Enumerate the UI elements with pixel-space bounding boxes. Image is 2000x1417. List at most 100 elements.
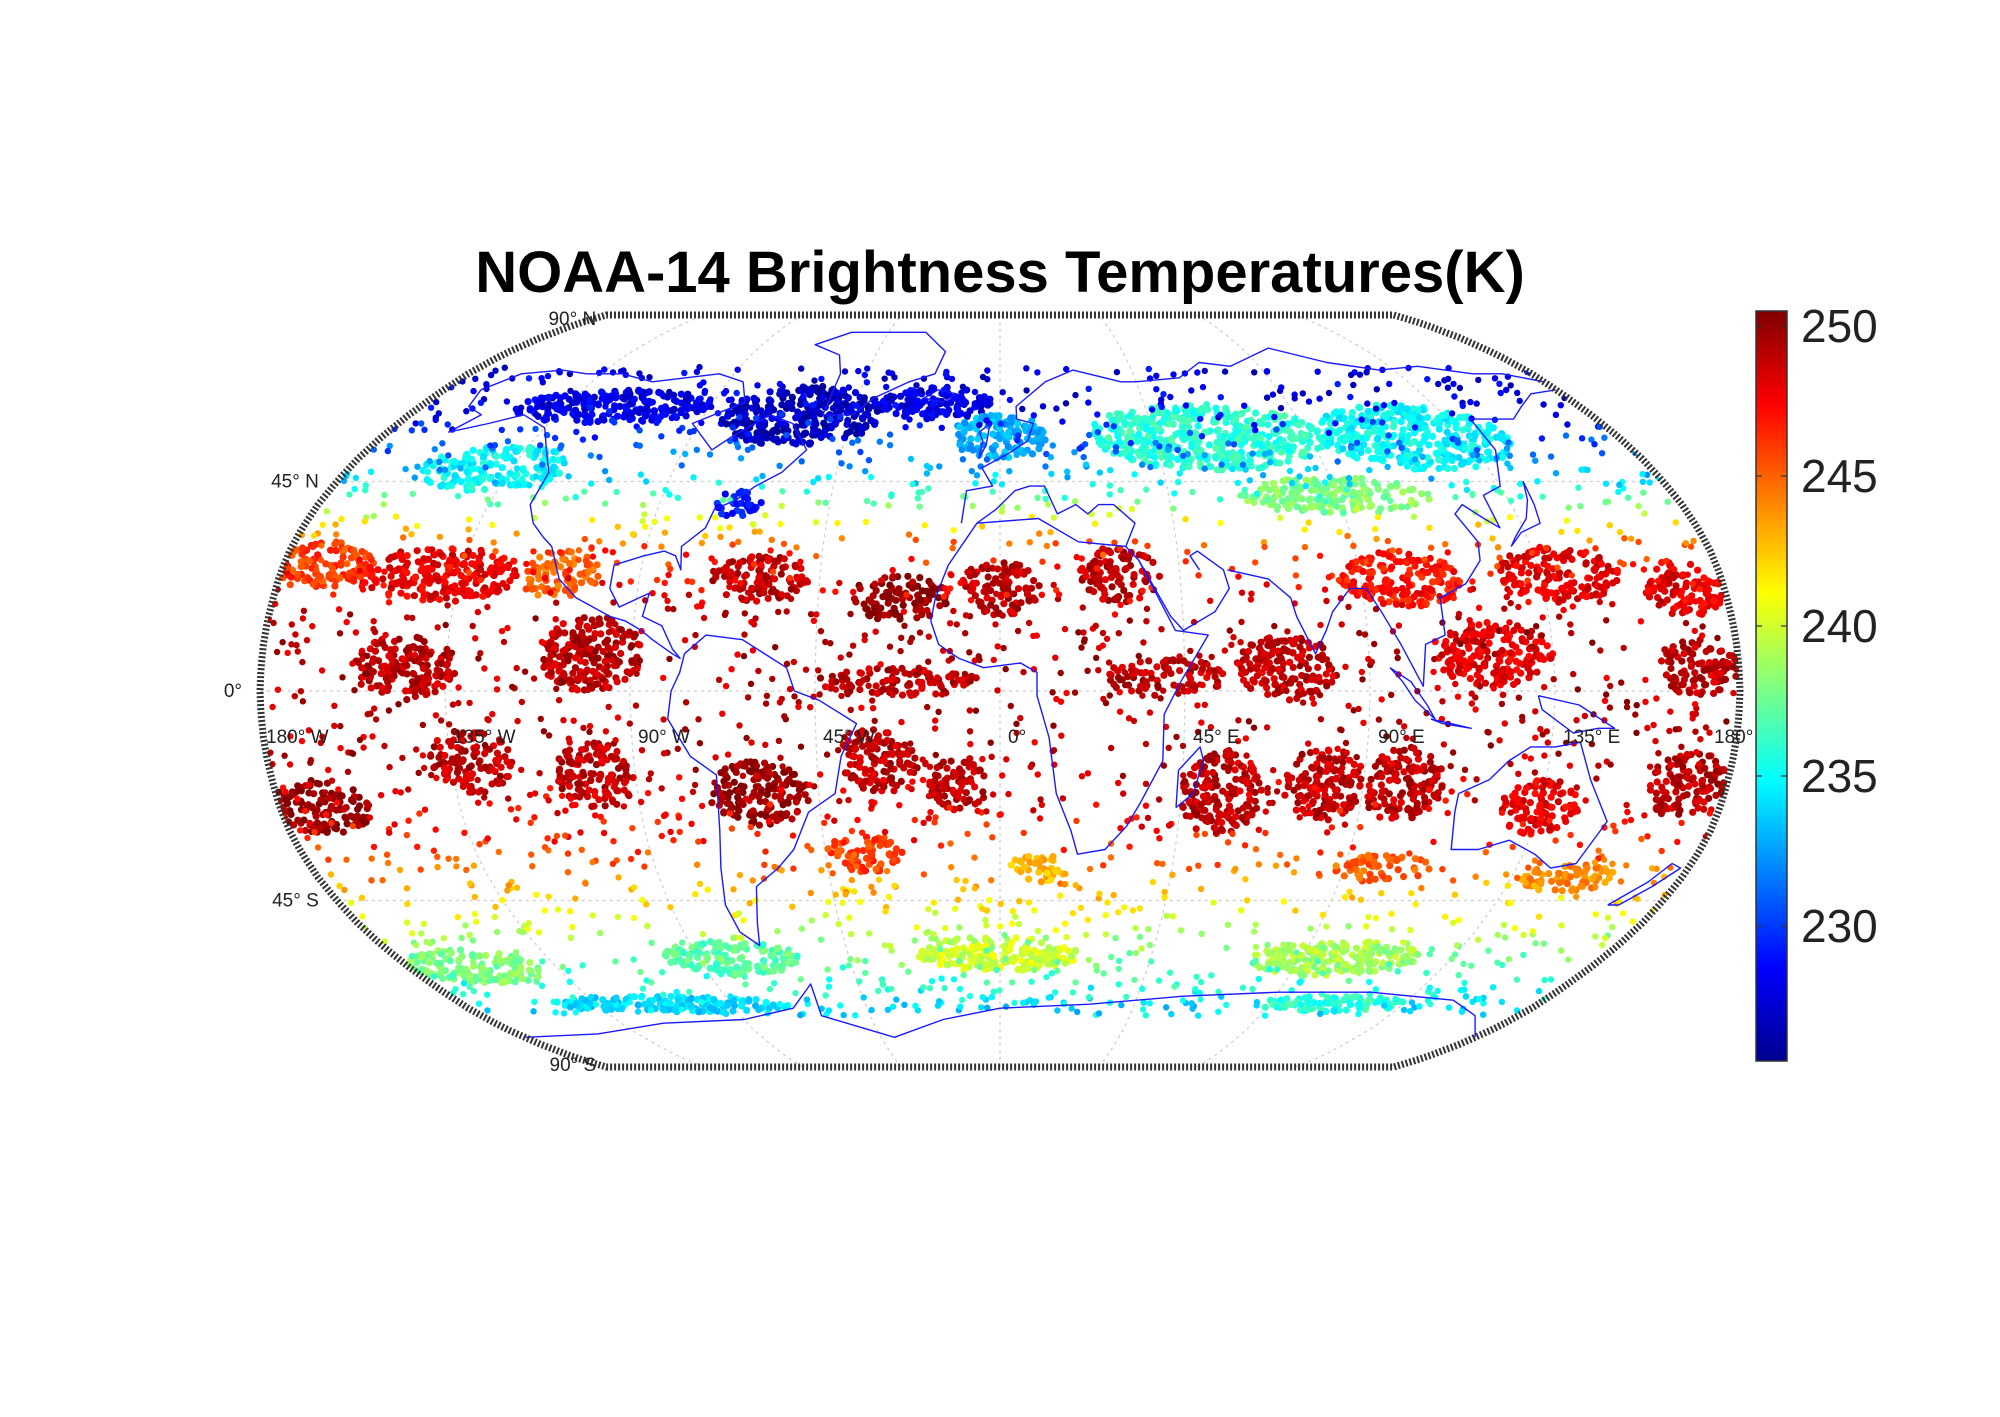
data-point — [1207, 814, 1214, 821]
data-point — [343, 560, 350, 567]
data-point — [1441, 559, 1448, 566]
data-point — [1315, 674, 1322, 681]
data-point — [310, 581, 317, 588]
data-point — [1387, 483, 1394, 490]
data-point — [1485, 449, 1492, 456]
data-point — [1280, 485, 1287, 492]
data-point — [336, 574, 343, 581]
data-point — [1185, 463, 1192, 470]
data-point — [463, 772, 470, 779]
data-point — [621, 676, 628, 683]
data-point — [1255, 450, 1262, 457]
data-point — [889, 573, 896, 580]
data-point — [1513, 658, 1520, 665]
data-point — [734, 763, 741, 770]
data-point — [388, 554, 395, 561]
data-point — [1691, 669, 1698, 676]
data-point — [603, 744, 610, 751]
data-cluster — [709, 553, 811, 605]
data-point — [1657, 585, 1664, 592]
data-point — [317, 573, 324, 580]
data-point — [1243, 424, 1250, 431]
data-point — [1663, 671, 1670, 678]
data-point — [1678, 658, 1685, 665]
data-point — [1577, 550, 1584, 557]
data-point — [1286, 696, 1293, 703]
data-point — [788, 400, 795, 407]
data-point — [779, 564, 786, 571]
data-point — [722, 491, 729, 498]
data-point — [1258, 787, 1265, 794]
data-point — [1240, 804, 1247, 811]
data-point — [1173, 408, 1180, 415]
data-point — [621, 396, 628, 403]
data-point — [1570, 579, 1577, 586]
data-point — [1233, 822, 1240, 829]
data-point — [424, 468, 431, 475]
data-point — [729, 558, 736, 565]
data-point — [1147, 427, 1154, 434]
data-point — [865, 665, 872, 672]
data-point — [960, 796, 967, 803]
data-point — [1263, 678, 1270, 685]
data-cluster — [1643, 559, 1725, 618]
data-point — [1514, 622, 1521, 629]
data-point — [1036, 582, 1043, 589]
data-point — [789, 394, 796, 401]
data-point — [400, 576, 407, 583]
data-point — [734, 814, 741, 821]
data-point — [1232, 458, 1239, 465]
data-point — [299, 544, 306, 551]
data-point — [847, 761, 854, 768]
data-point — [333, 807, 340, 814]
data-point — [884, 737, 891, 744]
data-point — [522, 470, 529, 477]
data-point — [396, 636, 403, 643]
data-point — [1613, 577, 1620, 584]
data-point — [573, 417, 580, 424]
data-point — [1525, 569, 1532, 576]
data-point — [460, 783, 467, 790]
data-point — [1398, 503, 1405, 510]
data-point — [1195, 439, 1202, 446]
data-point — [1264, 440, 1271, 447]
data-point — [628, 657, 635, 664]
data-point — [1365, 488, 1372, 495]
data-point — [1299, 495, 1306, 502]
data-point — [580, 772, 587, 779]
data-point — [807, 439, 814, 446]
data-point — [932, 771, 939, 778]
data-point — [778, 571, 785, 578]
data-point — [717, 769, 724, 776]
data-point — [532, 451, 539, 458]
data-point — [1393, 480, 1400, 487]
data-point — [1380, 600, 1387, 607]
data-point — [1518, 580, 1525, 587]
data-point — [1691, 676, 1698, 683]
data-point — [1565, 553, 1572, 560]
data-point — [1290, 443, 1297, 450]
data-point — [356, 802, 363, 809]
data-point — [871, 581, 878, 588]
data-point — [1312, 477, 1319, 484]
data-point — [1700, 574, 1707, 581]
data-point — [1236, 423, 1243, 430]
data-point — [992, 575, 999, 582]
data-point — [1646, 593, 1653, 600]
data-point — [313, 807, 320, 814]
data-point — [857, 758, 864, 765]
data-point — [1264, 691, 1271, 698]
data-point — [1513, 562, 1520, 569]
data-point — [1418, 490, 1425, 497]
data-point — [566, 783, 573, 790]
data-point — [1360, 568, 1367, 575]
data-point — [451, 582, 458, 589]
data-cluster — [352, 634, 458, 703]
data-point — [1085, 586, 1092, 593]
data-point — [1533, 669, 1540, 676]
data-point — [507, 470, 514, 477]
data-point — [1717, 670, 1724, 677]
data-point — [1380, 457, 1387, 464]
data-point — [595, 655, 602, 662]
data-point — [1387, 505, 1394, 512]
